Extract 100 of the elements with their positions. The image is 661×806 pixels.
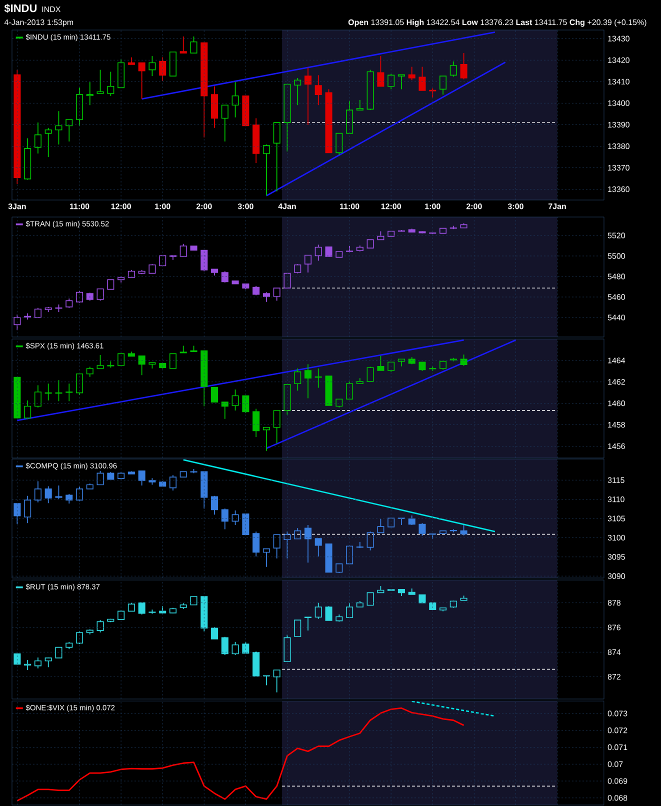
y-tick-label: 13430	[608, 36, 630, 42]
candlestick	[159, 255, 166, 266]
candlestick	[304, 616, 312, 632]
y-tick-label: 13400	[608, 100, 630, 106]
candlestick	[314, 74, 322, 106]
candlestick	[180, 36, 187, 54]
x-tick-label: 3:00	[508, 204, 524, 210]
candlestick	[377, 586, 384, 594]
candlestick	[377, 518, 384, 534]
candlestick	[34, 656, 42, 669]
candlestick	[356, 600, 364, 608]
candlestick	[418, 594, 426, 604]
candlestick	[304, 67, 312, 126]
y-tick-label: 5520	[608, 232, 626, 238]
candlestick	[200, 471, 208, 509]
candlestick	[398, 518, 405, 526]
candlestick	[242, 513, 250, 536]
text: INDX	[42, 6, 61, 12]
candlestick	[221, 104, 228, 142]
candlestick	[388, 230, 395, 237]
candlestick	[366, 531, 374, 551]
y-tick-label: 872	[608, 674, 620, 680]
y-tick-label: 0.07	[608, 761, 623, 767]
candlestick	[180, 345, 187, 354]
candlestick	[44, 383, 52, 401]
candlestick	[304, 524, 312, 564]
candlestick	[429, 602, 436, 610]
x-tick-label: 11:00	[340, 204, 360, 210]
candlestick	[24, 660, 32, 670]
candlestick	[221, 508, 228, 530]
candlestick	[200, 350, 208, 407]
y-tick-label: 13380	[608, 143, 630, 150]
candlestick	[398, 358, 405, 367]
candlestick	[86, 483, 94, 490]
y-tick-label: 0.069	[608, 778, 628, 784]
x-tick-label: 3:00	[238, 204, 254, 210]
candlestick	[262, 426, 270, 452]
y-tick-label: 874	[608, 649, 621, 655]
candlestick	[314, 538, 322, 557]
x-tick-label: 7Jan	[548, 204, 566, 210]
x-tick-label: 4Jan	[278, 204, 296, 210]
candlestick	[284, 272, 291, 288]
candlestick	[304, 254, 312, 273]
candlestick	[118, 353, 125, 366]
candlestick	[190, 246, 198, 251]
y-tick-label: 13410	[608, 78, 630, 84]
candlestick	[314, 368, 322, 388]
x-tick-label: 2:00	[466, 204, 482, 210]
y-tick-label: 0.068	[608, 795, 628, 801]
y-tick-label: 13370	[608, 164, 630, 171]
candlestick	[325, 246, 332, 257]
candlestick	[388, 518, 395, 528]
y-tick-label: 1456	[608, 443, 625, 450]
candlestick	[273, 410, 280, 444]
candlestick	[377, 230, 384, 240]
candlestick	[86, 82, 94, 106]
candlestick	[304, 364, 312, 399]
chart-subtitle: 4-Jan-2013 1:53pm	[4, 19, 74, 27]
y-tick-label: 5460	[608, 294, 626, 300]
y-tick-label: 3115	[608, 477, 624, 483]
candlestick	[408, 588, 416, 595]
y-tick-label: 1464	[608, 358, 626, 364]
candlestick	[211, 86, 218, 128]
x-tick-label: 3Jan	[8, 204, 26, 210]
candlestick	[221, 402, 228, 420]
candlestick	[273, 122, 280, 192]
candlestick	[138, 62, 146, 100]
y-tick-label: 3090	[608, 573, 626, 579]
candlestick	[107, 472, 114, 480]
y-tick-label: 1462	[608, 379, 625, 385]
candlestick	[66, 383, 73, 402]
candlestick	[398, 588, 405, 596]
candlestick	[336, 251, 343, 258]
candlestick	[138, 470, 146, 486]
candlestick	[356, 378, 364, 384]
candlestick	[128, 56, 135, 65]
candlestick	[169, 52, 176, 76]
candlestick	[314, 602, 322, 620]
candlestick	[169, 255, 176, 260]
candlestick	[439, 76, 447, 96]
candlestick	[284, 84, 291, 152]
candlestick	[294, 78, 302, 106]
candlestick	[439, 228, 447, 234]
candlestick	[273, 534, 280, 559]
candlestick	[294, 528, 302, 540]
y-tick-label: 5480	[608, 274, 626, 280]
y-tick-label: 0.073	[608, 710, 628, 716]
candlestick	[366, 592, 374, 606]
x-tick-label: 1:00	[425, 204, 440, 210]
chart-title: $INDU	[4, 4, 37, 13]
candlestick	[262, 675, 270, 686]
candlestick	[200, 42, 208, 138]
candlestick	[388, 588, 395, 592]
candlestick	[180, 471, 187, 478]
candlestick	[96, 69, 104, 94]
candlestick	[190, 596, 198, 606]
y-tick-label: 13420	[608, 57, 630, 63]
y-tick-label: 876	[608, 624, 621, 630]
y-tick-label: 0.072	[608, 728, 628, 734]
candlestick	[14, 376, 21, 418]
